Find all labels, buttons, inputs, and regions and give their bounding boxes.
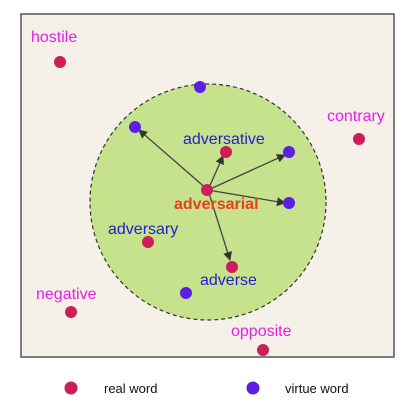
arrow-to-top-left (138, 129, 209, 191)
legend-real-word-label: real word (104, 381, 157, 396)
virtue-word-dot-right (283, 197, 295, 209)
virtue-word-dot-top (194, 81, 206, 93)
label-adversary: adversary (108, 221, 178, 238)
legend-virtue-word-dot (246, 381, 260, 395)
neighborhood-circle (89, 83, 327, 321)
real-word-dot-adversative (220, 146, 232, 158)
real-word-dot-contrary (353, 133, 365, 145)
label-hostile: hostile (31, 29, 77, 46)
label-adverse: adverse (200, 272, 257, 289)
label-negative: negative (36, 286, 97, 303)
real-word-dot-adverse (226, 261, 238, 273)
virtue-word-dot-right-upper (283, 146, 295, 158)
label-contrary: contrary (327, 108, 385, 125)
real-word-dot-adversarial (201, 184, 213, 196)
arrow-to-right (207, 189, 286, 207)
label-adversarial: adversarial (174, 196, 259, 213)
legend-virtue-word-label: virtue word (285, 381, 349, 396)
real-word-dot-opposite (257, 344, 269, 356)
virtue-word-dot-top-left (129, 121, 141, 133)
virtue-word-dot-bottom (180, 287, 192, 299)
legend-real-word-dot (64, 381, 78, 395)
arrow-to-right-upper (207, 154, 286, 191)
real-word-dot-hostile (54, 56, 66, 68)
real-word-dot-negative (65, 306, 77, 318)
arrow-to-adverse (207, 189, 232, 261)
real-word-dot-adversary (142, 236, 154, 248)
arrow-to-adversative (207, 155, 224, 191)
label-opposite: opposite (231, 323, 292, 340)
legend: real word virtue word (64, 381, 349, 396)
label-adversative: adversative (183, 131, 265, 148)
arrows (138, 129, 286, 261)
